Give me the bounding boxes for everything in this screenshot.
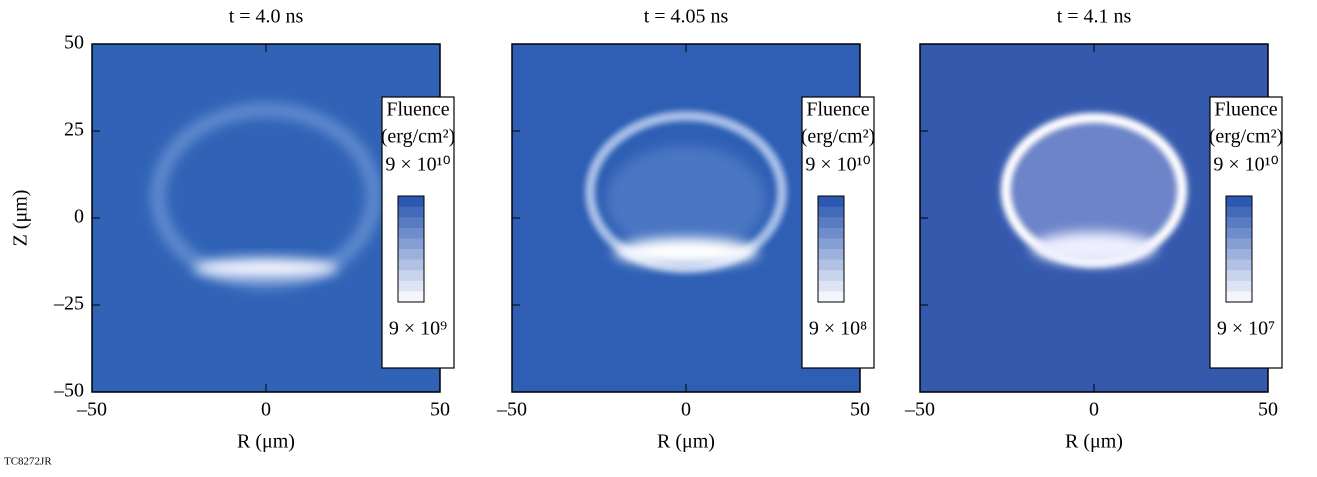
colorbar-band: [398, 291, 424, 303]
panel-title: t = 4.05 ns: [644, 6, 729, 28]
colorbar-min-label: 9 × 10⁸: [809, 318, 867, 340]
colorbar-unit: (erg/cm²): [1209, 126, 1283, 148]
colorbar-band: [818, 259, 844, 271]
image-content: [1001, 113, 1187, 267]
colorbar-band: [1226, 291, 1252, 303]
x-tick-label: 0: [261, 399, 271, 421]
colorbar-max-label: 9 × 10¹⁰: [1213, 154, 1278, 176]
colorbar-band: [1226, 238, 1252, 250]
panel-title: t = 4.1 ns: [1057, 6, 1132, 28]
colorbar-band: [1226, 206, 1252, 218]
colorbar-band: [1226, 217, 1252, 229]
fluence-feature: [1004, 116, 1184, 264]
colorbar-band: [818, 249, 844, 261]
colorbar-band: [398, 259, 424, 271]
figure-id: TC8272JR: [4, 456, 52, 468]
colorbar-band: [818, 227, 844, 239]
colorbar-band: [818, 291, 844, 303]
colorbar-band: [818, 196, 844, 208]
y-tick-label: –50: [53, 380, 84, 402]
colorbar-title: Fluence: [386, 99, 449, 121]
colorbar-band: [398, 196, 424, 208]
x-tick-label: 50: [430, 399, 450, 421]
colorbar-band: [398, 249, 424, 261]
image-content: [585, 111, 787, 273]
colorbar-title: Fluence: [1214, 99, 1277, 121]
colorbar-band: [1226, 227, 1252, 239]
colorbar-band: [398, 238, 424, 250]
image-content: [151, 103, 381, 289]
colorbar-title: Fluence: [806, 99, 869, 121]
x-axis-label: R (μm): [237, 431, 295, 453]
colorbar-max-label: 9 × 10¹⁰: [385, 154, 450, 176]
y-tick-label: 0: [74, 206, 84, 228]
colorbar-band: [398, 206, 424, 218]
colorbar-band: [1226, 259, 1252, 271]
colorbar-band: [818, 270, 844, 282]
fluence-feature: [1032, 232, 1156, 264]
y-tick-label: 25: [64, 119, 84, 141]
x-axis-label: R (μm): [657, 431, 715, 453]
fluence-feature: [606, 145, 766, 255]
colorbar-band: [398, 280, 424, 292]
y-axis-label: Z (μm): [10, 190, 32, 247]
colorbar-min-label: 9 × 10⁷: [1217, 318, 1275, 340]
colorbar-band: [818, 217, 844, 229]
colorbar-unit: (erg/cm²): [801, 126, 875, 148]
x-tick-label: –50: [904, 399, 935, 421]
colorbar-band: [398, 270, 424, 282]
colorbar-band: [818, 238, 844, 250]
fluence-feature: [194, 258, 338, 278]
y-tick-label: –25: [53, 293, 84, 315]
x-axis-label: R (μm): [1065, 431, 1123, 453]
panel-title: t = 4.0 ns: [229, 6, 304, 28]
colorbar-unit: (erg/cm²): [381, 126, 455, 148]
x-tick-label: –50: [496, 399, 527, 421]
colorbar-band: [818, 206, 844, 218]
colorbar-max-label: 9 × 10¹⁰: [805, 154, 870, 176]
colorbar-band: [1226, 270, 1252, 282]
x-tick-label: –50: [76, 399, 107, 421]
colorbar-band: [818, 280, 844, 292]
colorbar-band: [398, 217, 424, 229]
y-tick-label: 50: [64, 32, 84, 54]
x-tick-label: 0: [1089, 399, 1099, 421]
x-tick-label: 50: [850, 399, 870, 421]
x-tick-label: 50: [1258, 399, 1278, 421]
colorbar-band: [1226, 249, 1252, 261]
fluence-feature: [151, 103, 381, 289]
colorbar-band: [1226, 280, 1252, 292]
colorbar-min-label: 9 × 10⁹: [389, 318, 447, 340]
fluence-feature: [614, 238, 758, 266]
fluence-feature: [585, 111, 787, 273]
colorbar-band: [398, 227, 424, 239]
colorbar-band: [1226, 196, 1252, 208]
x-tick-label: 0: [681, 399, 691, 421]
